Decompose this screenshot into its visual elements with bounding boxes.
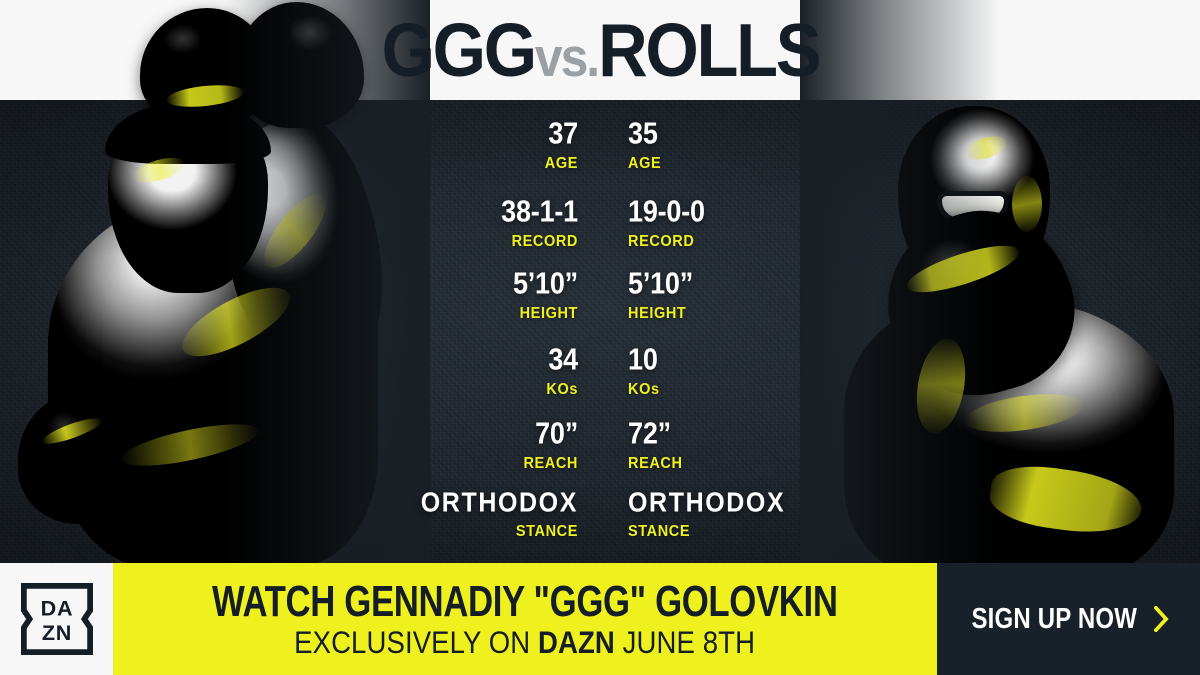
- stats-comparison-table: 37 AGE 35 AGE 38-1-1 RECORD 19-0-0 RECOR…: [0, 100, 1200, 563]
- header-band: [0, 0, 1200, 100]
- stat-value: ORTHODOX: [628, 486, 786, 519]
- stat-label: REACH: [628, 454, 683, 473]
- stat-label: STANCE: [628, 522, 691, 540]
- promo-subline: EXCLUSIVELY ON DAZN JUNE 8TH: [294, 624, 756, 661]
- stat-label: RECORD: [511, 232, 578, 251]
- stat-value: 38-1-1: [501, 194, 578, 229]
- stat-right-column: 19-0-0 RECORD: [600, 194, 780, 262]
- promo-subline-post: JUNE 8TH: [615, 624, 756, 661]
- stat-label: KOs: [628, 380, 660, 399]
- stat-right-column: ORTHODOX STANCE: [600, 488, 784, 554]
- stat-left-column: 5’10” HEIGHT: [420, 266, 600, 334]
- stat-row: 34 KOs 10 KOs: [0, 342, 1200, 410]
- stat-label: HEIGHT: [628, 304, 687, 323]
- svg-text:ZN: ZN: [41, 620, 71, 645]
- stat-row: ORTHODOX STANCE ORTHODOX STANCE: [0, 486, 1200, 554]
- stat-right-column: 5’10” HEIGHT: [600, 266, 780, 334]
- stat-left-column: 70” REACH: [420, 416, 600, 484]
- stat-value: 34: [548, 342, 578, 377]
- stat-label: RECORD: [628, 232, 695, 251]
- stat-value: 37: [548, 116, 578, 151]
- stat-value: 5’10”: [512, 266, 578, 301]
- stat-value: 5’10”: [628, 266, 694, 301]
- stat-right-column: 10 KOs: [600, 342, 780, 410]
- stat-value: 72”: [628, 416, 671, 451]
- sign-up-now-label: SIGN UP NOW: [971, 602, 1137, 635]
- stat-left-column: ORTHODOX STANCE: [420, 486, 600, 554]
- sign-up-now-button[interactable]: SIGN UP NOW: [937, 563, 1200, 675]
- promo-subline-pre: EXCLUSIVELY ON: [294, 624, 539, 661]
- bottom-banner: DA ZN WATCH GENNADIY "GGG" GOLOVKIN EXCL…: [0, 563, 1200, 675]
- stat-value: 70”: [535, 416, 578, 451]
- stat-left-column: 37 AGE: [420, 116, 600, 184]
- stat-value: 10: [628, 342, 658, 377]
- promo-subline-brand: DAZN: [538, 624, 616, 661]
- dazn-logo: DA ZN: [20, 583, 93, 655]
- stat-label: AGE: [544, 154, 578, 173]
- stat-row: 38-1-1 RECORD 19-0-0 RECORD: [0, 194, 1200, 262]
- stat-row: 5’10” HEIGHT 5’10” HEIGHT: [0, 266, 1200, 334]
- stat-value: 35: [628, 116, 658, 151]
- dazn-logo-panel: DA ZN: [0, 563, 113, 675]
- stat-right-column: 35 AGE: [600, 116, 780, 184]
- stat-label: STANCE: [515, 522, 578, 540]
- stat-left-column: 38-1-1 RECORD: [420, 194, 600, 262]
- stat-value: ORTHODOX: [420, 486, 578, 519]
- stat-value: 19-0-0: [628, 194, 705, 229]
- stat-row: 37 AGE 35 AGE: [0, 116, 1200, 184]
- svg-text:DA: DA: [40, 595, 73, 620]
- stat-label: HEIGHT: [519, 304, 578, 323]
- promo-headline: WATCH GENNADIY "GGG" GOLOVKIN: [212, 576, 838, 626]
- stat-label: KOs: [546, 380, 578, 399]
- stat-label: REACH: [523, 454, 578, 473]
- stat-label: AGE: [628, 154, 662, 173]
- stat-right-column: 72” REACH: [600, 416, 780, 484]
- promo-text-panel: WATCH GENNADIY "GGG" GOLOVKIN EXCLUSIVEL…: [113, 563, 937, 675]
- chevron-right-icon: [1154, 606, 1169, 632]
- stat-left-column: 34 KOs: [420, 342, 600, 410]
- stat-row: 70” REACH 72” REACH: [0, 416, 1200, 484]
